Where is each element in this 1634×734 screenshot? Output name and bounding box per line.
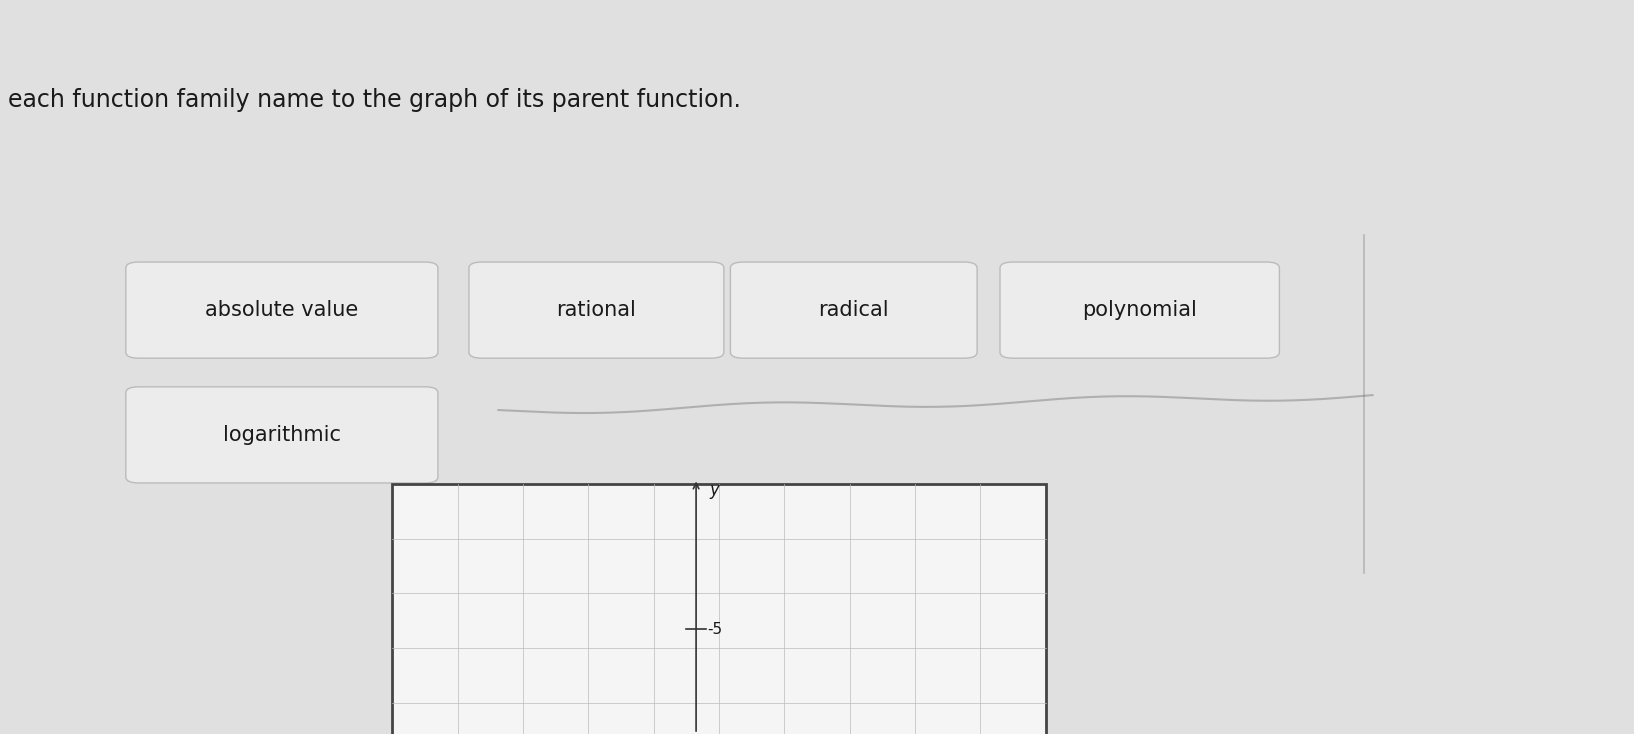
FancyBboxPatch shape (392, 484, 1046, 734)
Text: polynomial: polynomial (1082, 300, 1198, 320)
FancyBboxPatch shape (469, 262, 724, 358)
Text: y: y (709, 481, 719, 499)
Text: logarithmic: logarithmic (222, 425, 342, 445)
Text: absolute value: absolute value (206, 300, 358, 320)
Text: -5: -5 (708, 622, 722, 637)
FancyBboxPatch shape (126, 262, 438, 358)
FancyBboxPatch shape (1000, 262, 1279, 358)
Text: each function family name to the graph of its parent function.: each function family name to the graph o… (8, 88, 742, 112)
Text: rational: rational (557, 300, 636, 320)
Text: radical: radical (819, 300, 889, 320)
FancyBboxPatch shape (730, 262, 977, 358)
FancyBboxPatch shape (126, 387, 438, 483)
